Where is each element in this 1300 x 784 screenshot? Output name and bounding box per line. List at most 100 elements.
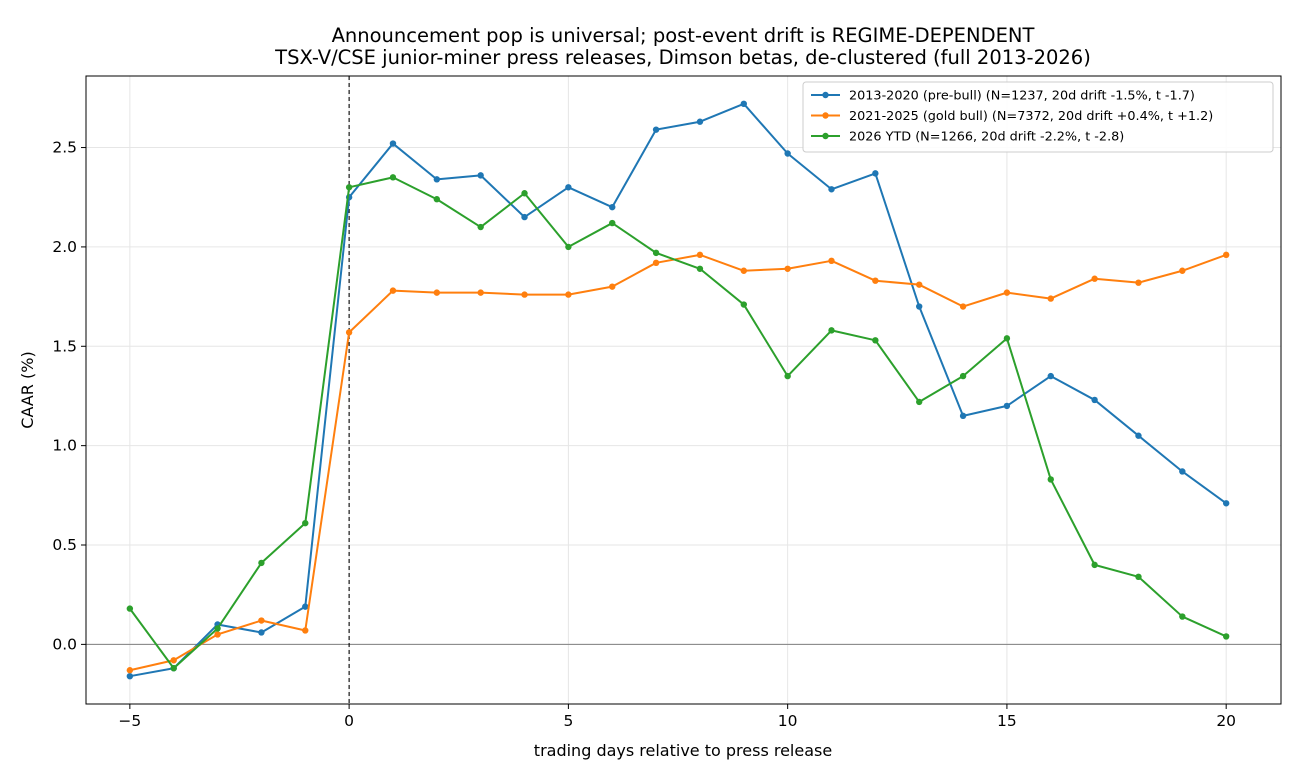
data-point [521,291,528,298]
x-tick-label: 10 [778,712,798,730]
series-3 [126,174,1230,672]
legend-label: 2013-2020 (pre-bull) (N=1237, 20d drift … [849,89,1195,104]
data-point [696,265,704,272]
legend-label: 2026 YTD (N=1266, 20d drift -2.2%, t -2.… [849,130,1124,145]
y-axis-ticks: 0.0 0.5 1.0 1.5 2.0 2.5 [52,139,86,653]
legend: 2013-2020 (pre-bull) (N=1237, 20d drift … [802,81,1274,153]
data-point [740,267,747,274]
x-tick-label: 5 [563,712,573,730]
series-lines [126,100,1230,680]
data-point [477,289,484,296]
data-point [565,184,572,191]
data-point [214,631,221,638]
data-point [1135,432,1142,439]
data-point [1222,500,1230,507]
data-point [1179,267,1186,274]
plot-area-frame [85,75,1282,705]
chart-subtitle: TSX-V/CSE junior-miner press releases, D… [274,46,1091,69]
data-point [565,291,572,298]
data-point [652,249,660,257]
data-point [302,519,309,527]
data-point [696,251,704,259]
data-point [740,301,747,308]
data-point [740,100,747,108]
x-tick-label: 20 [1216,712,1236,730]
data-point [609,219,616,227]
data-point [872,337,879,344]
data-point [170,657,177,664]
data-point [345,184,353,191]
legend-entry: 2026 YTD (N=1266, 20d drift -2.2%, t -2.… [811,130,1124,145]
y-tick-label: 2.5 [52,139,77,157]
data-point [126,667,134,674]
x-axis-label: trading days relative to press release [534,741,832,760]
data-point [872,170,879,177]
grid-lines [86,76,1281,704]
data-point [258,629,265,636]
data-point [696,118,704,125]
data-point [1135,573,1142,581]
data-point [126,672,134,680]
data-point [126,605,134,612]
data-point [1091,561,1098,569]
data-point [258,617,265,624]
series-line [129,102,1227,678]
data-point [345,329,353,336]
x-axis-ticks: −5 0 5 10 15 20 [118,704,1236,730]
data-point [214,625,221,632]
data-point [609,283,616,290]
x-tick-label: −5 [118,712,141,730]
data-point [784,372,791,380]
data-point [433,289,441,296]
data-point [916,303,923,310]
data-point [1179,468,1186,475]
data-point [652,126,660,133]
chart-title: Announcement pop is universal; post-even… [332,24,1035,47]
legend-entry: 2021-2025 (gold bull) (N=7372, 20d drift… [811,109,1213,124]
data-point [389,174,397,181]
data-point [609,203,616,211]
data-point [170,665,177,672]
data-point [389,287,397,294]
legend-swatch-marker [822,132,829,140]
data-point [1047,372,1054,380]
data-point [433,196,441,203]
y-tick-label: 1.0 [52,437,77,455]
data-point [477,223,484,231]
series-2 [126,251,1230,674]
data-point [258,559,265,567]
data-point [302,603,309,610]
data-point [1222,633,1230,640]
legend-box [802,81,1274,153]
series-line [129,253,1227,672]
data-point [916,398,923,406]
series-1 [126,100,1230,680]
data-point [916,281,923,288]
data-point [1003,335,1011,342]
data-point [784,150,791,157]
data-point [1135,279,1142,286]
data-point [1047,295,1054,302]
y-tick-label: 1.5 [52,337,77,355]
legend-swatch-marker [822,91,829,99]
legend-entries: 2013-2020 (pre-bull) (N=1237, 20d drift … [811,89,1213,145]
data-point [1003,402,1011,410]
data-point [521,190,528,197]
data-point [828,327,835,334]
x-tick-label: 0 [344,712,354,730]
data-point [1091,396,1098,404]
data-point [1222,251,1230,259]
y-tick-label: 0.5 [52,536,77,554]
data-point [872,277,879,284]
data-point [565,243,572,251]
data-point [1179,613,1186,620]
legend-entry: 2013-2020 (pre-bull) (N=1237, 20d drift … [811,89,1195,104]
data-point [302,627,309,634]
data-point [389,140,397,147]
data-point [1047,476,1054,483]
data-point [828,257,835,265]
legend-label: 2021-2025 (gold bull) (N=7372, 20d drift… [849,109,1213,124]
data-point [652,259,660,267]
data-point [1003,289,1011,296]
